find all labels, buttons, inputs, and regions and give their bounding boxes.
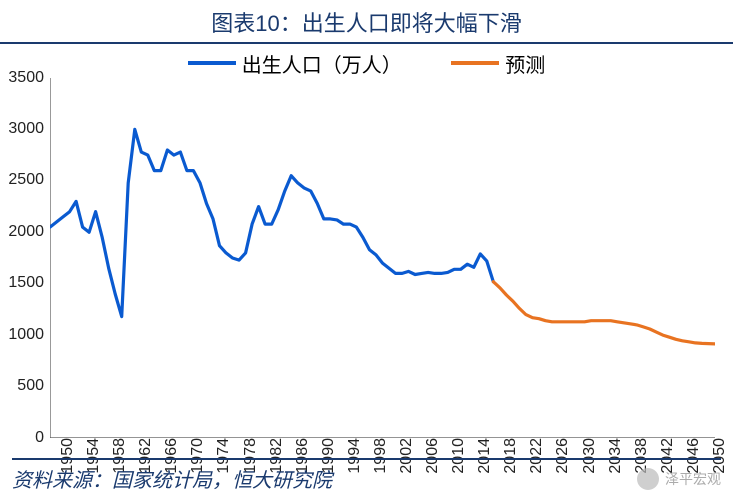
y-tick-label: 1000 bbox=[8, 326, 50, 344]
y-tick-label: 3000 bbox=[8, 120, 50, 138]
legend-label-historical: 出生人口（万人） bbox=[242, 49, 402, 78]
wechat-icon bbox=[637, 468, 659, 490]
plot-area: 0500100015002000250030003500195019541958… bbox=[50, 78, 715, 438]
source-label: 资料来源：国家统计局，恒大研究院 bbox=[12, 464, 332, 493]
series-historical bbox=[50, 129, 493, 316]
watermark: 泽平宏观 bbox=[637, 468, 721, 490]
line-chart-svg bbox=[50, 78, 715, 438]
chart-title: 图表10：出生人口即将大幅下滑 bbox=[0, 0, 733, 44]
y-tick-label: 500 bbox=[17, 377, 50, 395]
series-forecast bbox=[493, 281, 715, 343]
y-tick-label: 3500 bbox=[8, 69, 50, 87]
legend-item-forecast: 预测 bbox=[451, 49, 545, 78]
legend-swatch-forecast bbox=[451, 61, 499, 65]
legend-label-forecast: 预测 bbox=[505, 49, 545, 78]
y-tick-label: 2000 bbox=[8, 223, 50, 241]
y-tick-label: 0 bbox=[35, 429, 50, 447]
legend-swatch-historical bbox=[188, 61, 236, 65]
source-row: 资料来源：国家统计局，恒大研究院 泽平宏观 bbox=[12, 458, 721, 493]
legend: 出生人口（万人） 预测 bbox=[0, 44, 733, 78]
watermark-label: 泽平宏观 bbox=[665, 469, 721, 489]
y-tick-label: 2500 bbox=[8, 171, 50, 189]
y-tick-label: 1500 bbox=[8, 274, 50, 292]
legend-item-historical: 出生人口（万人） bbox=[188, 49, 402, 78]
